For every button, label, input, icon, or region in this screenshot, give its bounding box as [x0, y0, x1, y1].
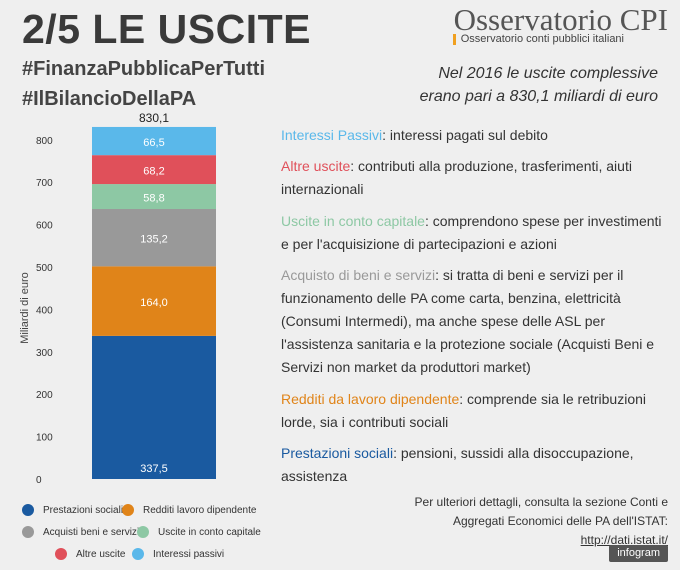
legend-label: Altre uscite	[76, 548, 126, 560]
data-label-3: 58,8	[143, 193, 164, 205]
legend-item-capitale: Uscite in conto capitale	[137, 526, 261, 538]
legend-label: Uscite in conto capitale	[158, 526, 261, 538]
legend-item-redditi: Redditi lavoro dipendente	[122, 504, 256, 516]
desc-key: Uscite in conto capitale	[281, 213, 425, 229]
data-label-4: 68,2	[143, 166, 164, 178]
legend-item-altre: Altre uscite	[55, 548, 125, 560]
desc-acquisti: Acquisto di beni e servizi: si tratta di…	[281, 264, 666, 379]
legend-swatch	[22, 504, 34, 516]
legend-swatch	[132, 548, 144, 560]
legend-label: Interessi passivi	[153, 548, 225, 560]
stacked-bar-chart: Miliardi di euro 0 100 200 300 400 500 600 700 80…	[19, 111, 216, 486]
infogram-badge[interactable]: infogram	[609, 545, 668, 562]
y-tick-label: 0	[36, 475, 42, 486]
legend-label: Prestazioni sociali	[43, 504, 124, 516]
legend-item-prestazioni: Prestazioni sociali	[22, 504, 123, 516]
footer-line-2: Aggregati Economici delle PA dell'ISTAT:	[452, 514, 668, 528]
desc-key: Prestazioni sociali	[281, 445, 394, 461]
desc-key: Altre uscite	[281, 158, 351, 174]
total-label: 830,1	[139, 111, 169, 125]
desc-text: : pensioni, sussidi alla disoccupazione,…	[281, 445, 634, 484]
y-tick-label: 100	[36, 433, 53, 444]
footer-line-1: Per ulteriori dettagli, consulta la sezi…	[414, 495, 668, 509]
desc-text: : interessi pagati sul debito	[382, 127, 548, 143]
bar-segment-4	[92, 155, 216, 185]
legend-swatch	[122, 504, 134, 516]
bar-segment-1	[92, 266, 216, 336]
desc-text: : comprende sia le retribuzioni lorde, s…	[281, 391, 647, 430]
y-axis-label: Miliardi di euro	[19, 272, 31, 344]
hashtag-finanza: #FinanzaPubblicaPerTutti	[22, 58, 265, 80]
legend-item-interessi: Interessi passivi	[132, 548, 224, 560]
desc-capitale: Uscite in conto capitale: comprendono sp…	[281, 210, 666, 256]
desc-text: : si tratta di beni e servizi per il fun…	[281, 267, 655, 375]
page-title: 2/5 LE USCITE	[22, 6, 312, 52]
data-label-5: 66,5	[143, 137, 164, 149]
bar-segment-2	[92, 209, 216, 267]
desc-prestazioni: Prestazioni sociali: pensioni, sussidi a…	[281, 442, 666, 488]
headline-line-1: Nel 2016 le uscite complessive	[438, 65, 658, 82]
headline: Nel 2016 le uscite complessive erano par…	[328, 62, 658, 108]
istat-link[interactable]: http://dati.istat.it/	[580, 533, 668, 547]
data-label-2: 135,2	[140, 234, 168, 246]
legend-swatch	[22, 526, 34, 538]
y-tick-label: 400	[36, 305, 53, 316]
bar-segment-5	[92, 126, 216, 156]
desc-altre: Altre uscite: contributi alla produzione…	[281, 155, 666, 201]
hashtag-bilancio: #IlBilancioDellaPA	[22, 88, 197, 110]
data-label-0: 337,5	[140, 463, 168, 475]
headline-line-2: erano pari a 830,1 miliardi di euro	[419, 88, 658, 105]
brand-subtitle: Osservatorio conti pubblici italiani	[452, 34, 624, 45]
bar-segment-0	[92, 335, 216, 479]
desc-text: : contributi alla produzione, trasferime…	[281, 158, 632, 197]
desc-redditi: Redditi da lavoro dipendente: comprende …	[281, 388, 666, 434]
legend-swatch	[137, 526, 149, 538]
legend-label: Redditi lavoro dipendente	[143, 504, 257, 516]
legend-label: Acquisti beni e servizi	[43, 526, 140, 538]
desc-interessi: Interessi Passivi: interessi pagati sul …	[281, 124, 666, 147]
footer-note: Per ulteriori dettagli, consulta la sezi…	[338, 493, 668, 550]
data-label-1: 164,0	[140, 297, 168, 309]
y-tick-label: 300	[36, 348, 53, 359]
desc-text: : comprendono spese per investimenti e p…	[281, 213, 662, 252]
y-tick-label: 200	[36, 390, 53, 401]
legend-swatch	[55, 548, 67, 560]
y-tick-label: 600	[36, 221, 53, 232]
y-tick-label: 500	[36, 263, 53, 274]
bar-segment-3	[92, 184, 216, 210]
y-tick-label: 800	[36, 136, 53, 147]
y-tick-label: 700	[36, 178, 53, 189]
desc-key: Acquisto di beni e servizi	[281, 267, 436, 283]
brand-logo: Osservatorio CPI	[453, 2, 668, 37]
desc-key: Interessi Passivi	[281, 127, 383, 143]
desc-key: Redditi da lavoro dipendente	[281, 391, 460, 407]
legend-item-acquisti: Acquisti beni e servizi	[22, 526, 139, 538]
